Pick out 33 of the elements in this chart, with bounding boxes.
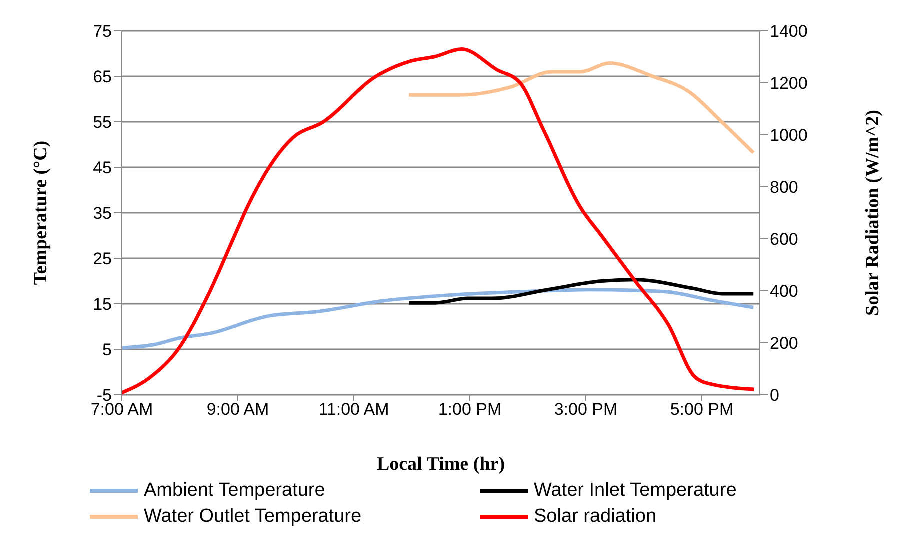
line-series — [122, 288, 756, 350]
line-series — [122, 47, 756, 395]
y-tick-label: 25 — [93, 250, 112, 269]
y2-tick-label: 1000 — [770, 126, 808, 146]
line-series — [407, 278, 756, 305]
y-tick-label: 35 — [93, 204, 112, 224]
x-tick-label: 7:00 AM — [90, 400, 154, 420]
line-series — [407, 62, 756, 155]
x-tick-label: 11:00 AM — [318, 400, 390, 420]
y-tick-label: 45 — [93, 158, 112, 178]
y2-tick-label: 200 — [770, 334, 798, 354]
x-tick-label: 5:00 PM — [670, 400, 734, 420]
y2-axis-title: Solar Radiation (W/m^2) — [862, 110, 884, 316]
y-tick-label: 55 — [93, 113, 112, 132]
y-tick-label: 65 — [93, 68, 112, 87]
y-axis-title: Temperature (°C) — [30, 140, 52, 286]
x-tick-label: 9:00 AM — [206, 400, 270, 420]
legend-label: Water Inlet Temperature — [534, 480, 737, 502]
legend-label: Solar radiation — [534, 506, 657, 528]
y2-tick-label: 600 — [770, 230, 798, 250]
y2-tick-label: 1200 — [770, 74, 808, 94]
y-tick-label: 5 — [102, 340, 112, 360]
legend-label: Ambient Temperature — [144, 480, 326, 502]
y-tick-label: 15 — [93, 295, 112, 314]
y2-tick-label: 400 — [770, 282, 798, 302]
x-tick-label: 1:00 PM — [438, 400, 502, 420]
x-tick-label: 3:00 PM — [554, 400, 618, 420]
y2-tick-label: 1400 — [770, 22, 808, 42]
y2-tick-label: 0 — [770, 386, 780, 406]
y-tick-label: 75 — [93, 22, 112, 42]
x-axis-title: Local Time (hr) — [376, 454, 506, 475]
legend-label: Water Outlet Temperature — [144, 506, 362, 528]
y2-tick-label: 800 — [770, 178, 798, 198]
